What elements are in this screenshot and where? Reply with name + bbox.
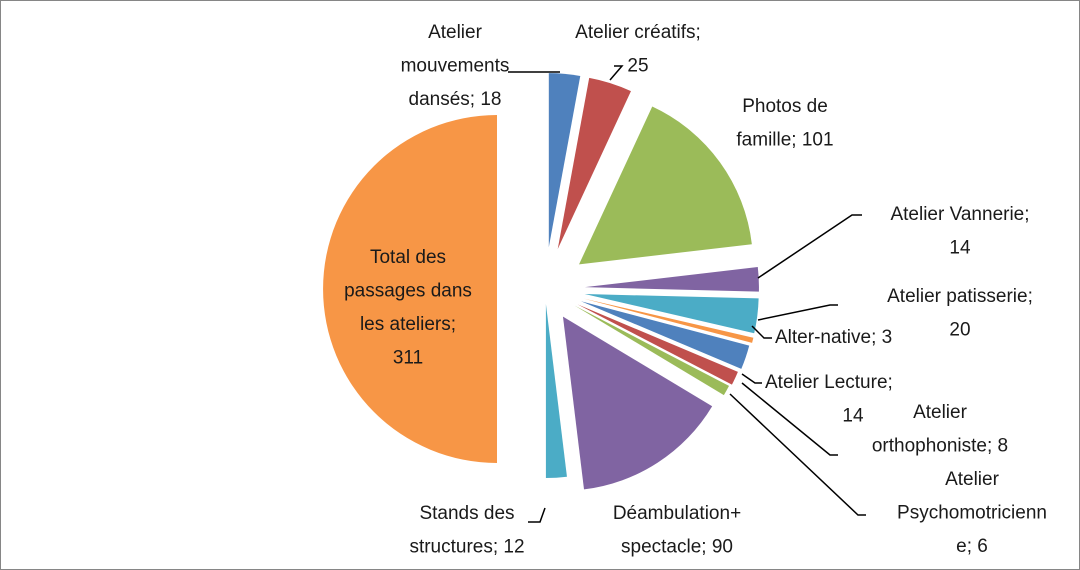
data-label: Atelier patisserie; [887,286,1033,307]
leader-line [729,393,866,516]
data-label: Photos de [742,96,828,117]
pie-slice [562,316,713,490]
leader-line [741,373,762,384]
data-label: Atelier [945,469,1000,490]
data-label: Déambulation+ [613,503,741,524]
data-label: 25 [627,56,648,77]
pie-slice [574,305,730,396]
pie-slice [323,115,497,463]
pie-slice [584,267,759,292]
data-label: famille; 101 [736,130,833,151]
pie-slice [545,303,567,478]
leader-line [757,214,862,279]
data-label: 311 [393,348,423,369]
data-label: Stands des [419,503,514,524]
leader-line [757,304,838,321]
pie-slice [580,301,750,369]
leader-line [741,382,838,456]
data-label: Psychomotricienn [897,503,1047,524]
pie-slice [577,304,738,385]
leader-line [609,65,624,81]
pie-slice [579,106,752,265]
data-label: e; 6 [956,536,988,557]
pie-slice [583,298,754,343]
data-label: orthophoniste; 8 [872,436,1008,457]
data-label: Atelier [428,22,483,43]
data-label: spectacle; 90 [621,537,733,558]
leader-line [528,507,546,523]
data-label: Alter-native; 3 [775,327,892,348]
data-label: Atelier créatifs; [575,22,701,43]
data-label: structures; 12 [409,537,524,558]
data-label: Total des [370,247,446,268]
data-label: passages dans [344,281,472,302]
leader-line [751,325,772,339]
data-label: Atelier Lecture; [765,372,893,393]
pie-slice [548,73,581,248]
pie-slice [584,294,759,334]
data-label: Atelier Vannerie; [890,204,1029,225]
data-label: 14 [842,406,864,427]
data-label: Atelier [913,402,968,423]
data-label: les ateliers; [360,314,456,335]
pie-slice [557,77,631,249]
data-label: 20 [949,320,970,341]
data-label: dansés; 18 [409,89,502,110]
data-label: 14 [949,238,971,259]
data-label: mouvements [401,56,510,77]
